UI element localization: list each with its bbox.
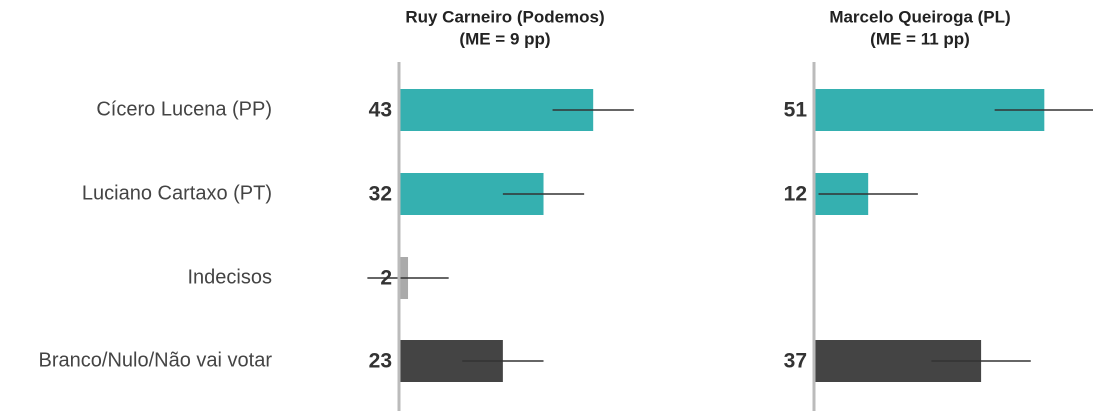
panel-subtitle: (ME = 9 pp) [459, 29, 550, 48]
category-label: Luciano Cartaxo (PT) [82, 182, 272, 204]
category-label: Indecisos [188, 266, 273, 288]
value-label: 12 [784, 183, 807, 206]
panel-title: Ruy Carneiro (Podemos) [405, 7, 604, 26]
panel-title: Marcelo Queiroga (PL) [829, 7, 1010, 26]
value-label: 32 [369, 183, 392, 206]
value-label: 23 [369, 350, 392, 373]
category-label: Cícero Lucena (PP) [96, 98, 272, 120]
value-label: 37 [784, 350, 807, 373]
category-label: Branco/Nulo/Não vai votar [39, 349, 273, 371]
value-label: 43 [369, 99, 392, 122]
panel-subtitle: (ME = 11 pp) [870, 29, 970, 48]
value-label: 51 [784, 99, 808, 122]
